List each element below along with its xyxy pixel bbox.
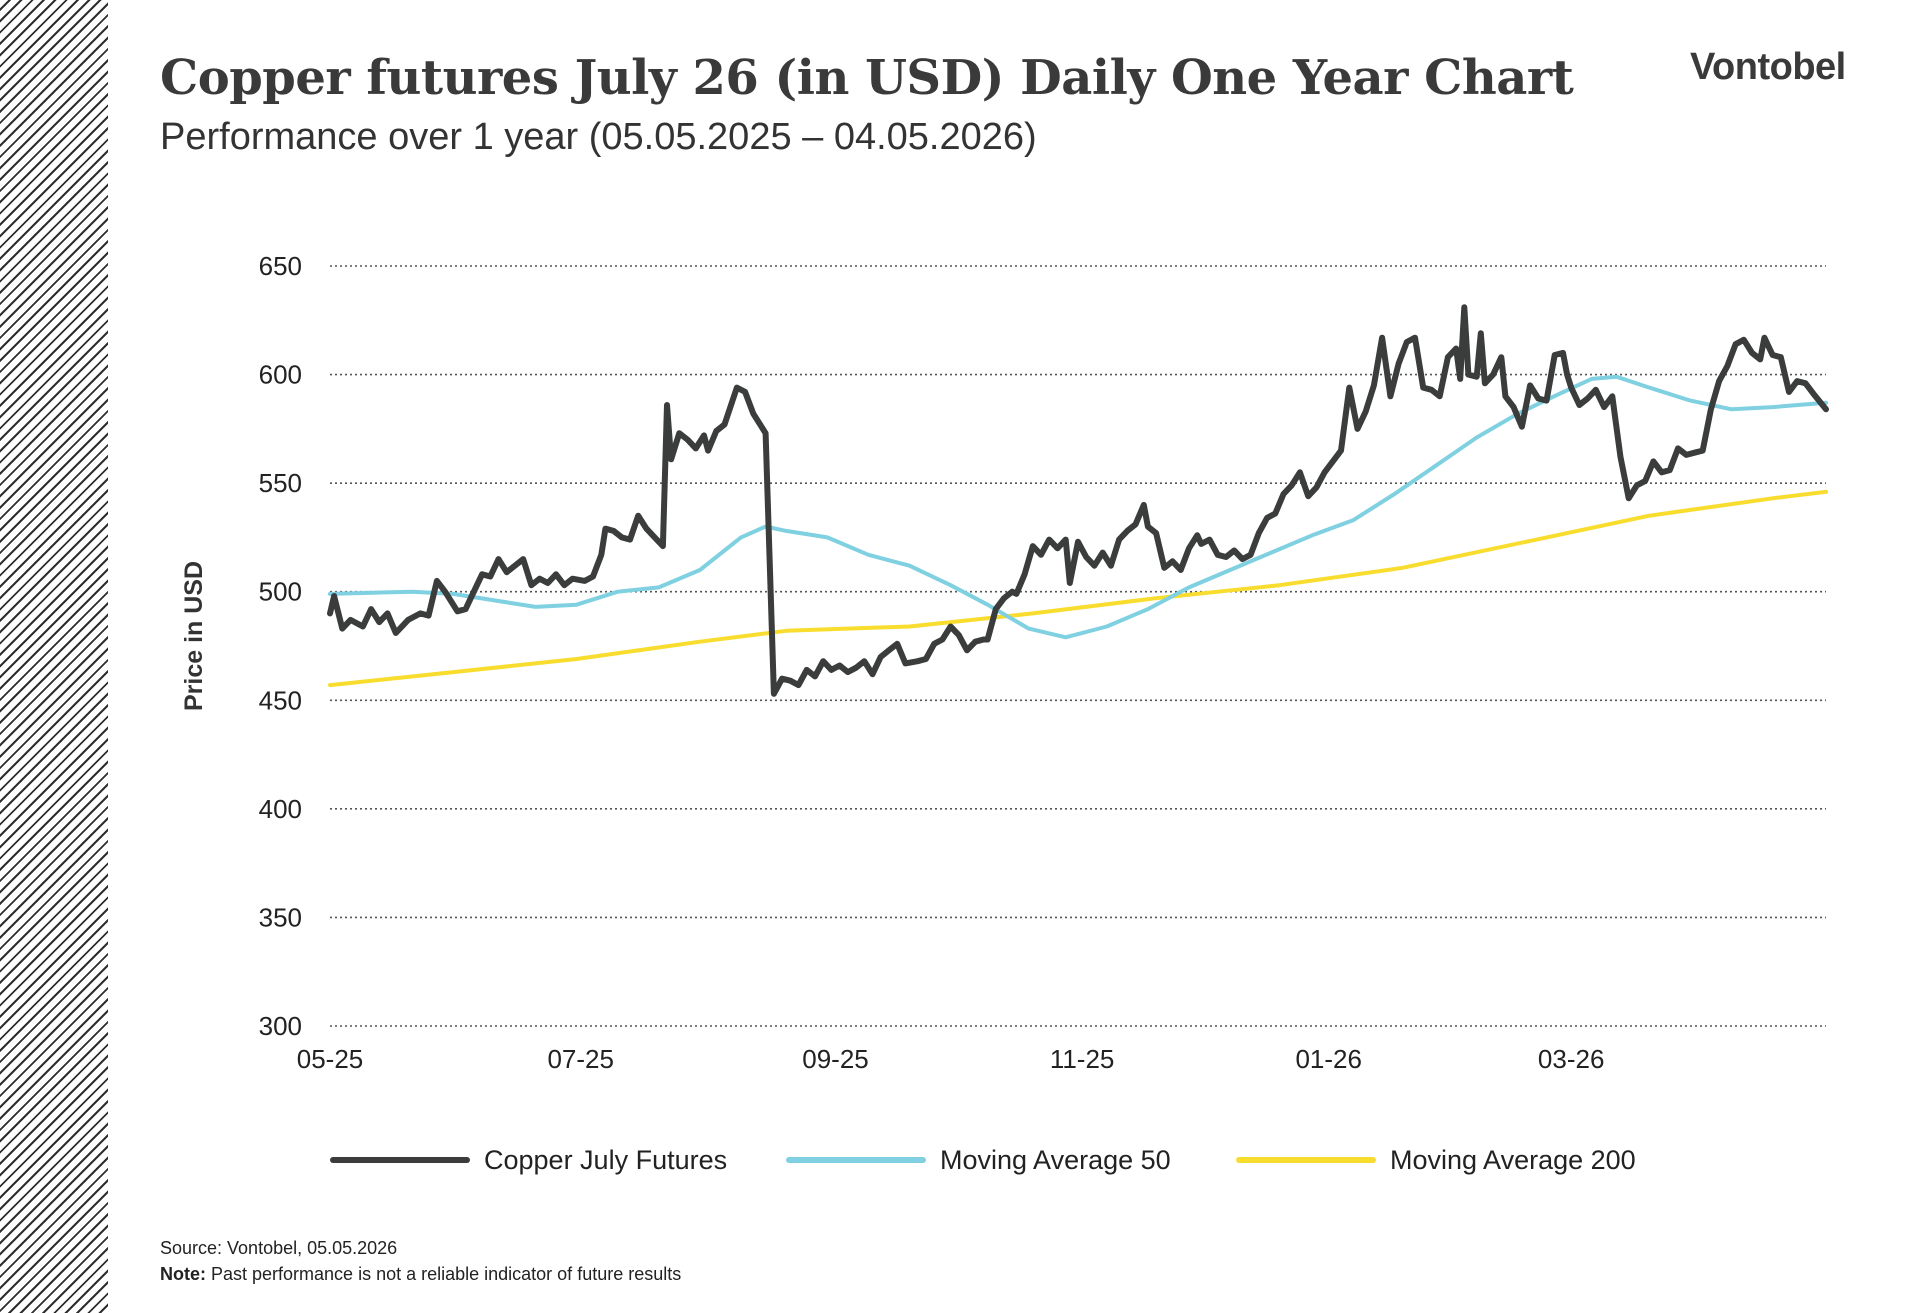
y-axis-tick-labels: 300 350 400 450 500 550 600 650 [259, 251, 302, 1041]
series-line-ma50 [328, 374, 1828, 640]
legend-item-copper: Copper July Futures [330, 1140, 727, 1180]
y-tick-label: 550 [259, 468, 302, 498]
y-tick-label: 600 [259, 360, 302, 390]
y-tick-label: 300 [259, 1011, 302, 1041]
y-tick-label: 500 [259, 577, 302, 607]
hatched-side-band [0, 0, 108, 1313]
y-tick-label: 350 [259, 902, 302, 932]
x-tick-label: 03-26 [1538, 1044, 1605, 1074]
chart-subtitle: Performance over 1 year (05.05.2025 – 04… [160, 116, 1037, 158]
legend-item-ma200: Moving Average 200 [1236, 1140, 1636, 1180]
legend-label-copper: Copper July Futures [484, 1144, 728, 1175]
y-tick-label: 400 [259, 794, 302, 824]
x-tick-label: 01-26 [1295, 1044, 1362, 1074]
x-tick-label: 09-25 [802, 1044, 869, 1074]
legend-swatch-copper [330, 1157, 470, 1163]
legend-label-ma200: Moving Average 200 [1390, 1144, 1636, 1175]
series-line-copper [327, 304, 1829, 697]
series-line-ma200 [328, 489, 1828, 688]
gridlines [330, 265, 1826, 1027]
y-tick-label: 650 [259, 251, 302, 281]
disclaimer-note: Note: Past performance is not a reliable… [160, 1264, 681, 1285]
vontobel-logo: Vontobel [1690, 46, 1846, 88]
legend-label-ma50: Moving Average 50 [940, 1144, 1171, 1175]
y-tick-label: 450 [259, 685, 302, 715]
legend-item-ma50: Moving Average 50 [786, 1140, 1171, 1180]
note-text: Past performance is not a reliable indic… [206, 1264, 682, 1284]
source-note: Source: Vontobel, 05.05.2026 [160, 1238, 398, 1258]
x-tick-label: 11-25 [1050, 1044, 1115, 1074]
x-tick-label: 07-25 [547, 1044, 614, 1074]
y-axis-label: Price in USD [180, 561, 208, 711]
series-lines [327, 304, 1829, 697]
legend-swatch-ma50 [786, 1157, 926, 1163]
legend-swatch-ma200 [1236, 1157, 1376, 1163]
note-label: Note: [160, 1264, 206, 1284]
chart-title: Copper futures July 26 (in USD) Daily On… [160, 50, 1574, 106]
x-tick-label: 05-25 [297, 1044, 364, 1074]
x-axis-tick-labels: 05-25 07-25 09-25 11-25 01-26 03-26 [297, 1044, 1605, 1074]
